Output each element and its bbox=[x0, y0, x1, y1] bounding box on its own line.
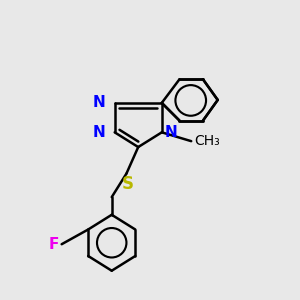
Text: N: N bbox=[165, 125, 178, 140]
Text: CH₃: CH₃ bbox=[194, 134, 220, 148]
Text: S: S bbox=[122, 175, 134, 193]
Text: N: N bbox=[93, 95, 106, 110]
Text: F: F bbox=[48, 237, 59, 252]
Text: N: N bbox=[93, 125, 106, 140]
